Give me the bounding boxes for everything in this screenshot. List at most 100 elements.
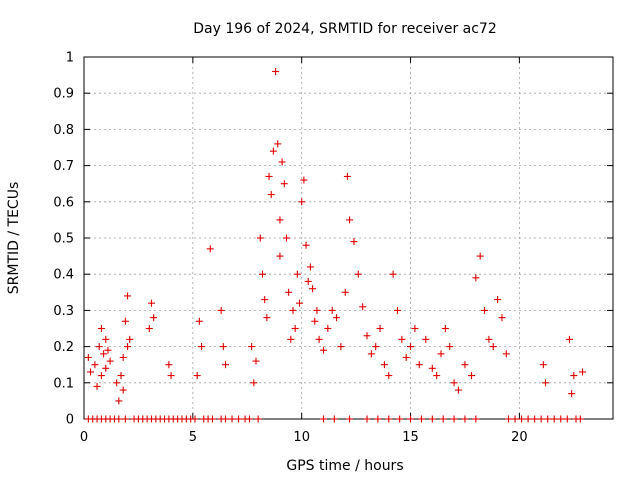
data-point (380, 361, 388, 369)
data-point (505, 415, 513, 423)
data-point (502, 350, 510, 358)
data-point (415, 361, 423, 369)
data-point (193, 372, 201, 380)
data-point (298, 198, 306, 206)
data-point (119, 353, 127, 361)
data-point (422, 335, 430, 343)
data-point (461, 415, 469, 423)
data-point (276, 252, 284, 260)
data-point (119, 386, 127, 394)
data-point (337, 343, 345, 351)
data-point (518, 415, 526, 423)
x-tick-label: 0 (80, 430, 88, 445)
data-point (147, 299, 155, 307)
data-point (393, 306, 401, 314)
data-point (296, 299, 304, 307)
data-point (191, 415, 199, 423)
data-point (537, 415, 545, 423)
data-point (330, 415, 338, 423)
data-point (467, 372, 475, 380)
data-point (150, 314, 158, 322)
data-point (579, 368, 587, 376)
data-point (411, 325, 419, 332)
data-point (389, 270, 397, 278)
data-point (407, 343, 415, 351)
data-point (217, 306, 225, 314)
data-point (450, 379, 458, 387)
data-point (300, 176, 308, 184)
data-point (407, 415, 415, 423)
data-point (250, 379, 258, 387)
data-point (372, 343, 380, 351)
y-tick-label: 0.5 (53, 232, 74, 247)
data-point (346, 216, 354, 224)
data-point (263, 314, 271, 322)
data-point (287, 335, 295, 343)
data-point (476, 252, 484, 260)
data-point (195, 317, 203, 325)
y-tick-label: 1 (66, 51, 74, 66)
data-point (363, 415, 371, 423)
data-point (367, 350, 375, 358)
data-point (498, 314, 506, 322)
data-point (219, 343, 227, 351)
data-point (311, 317, 319, 325)
data-point (265, 172, 273, 180)
data-point (439, 415, 447, 423)
data-point (208, 415, 216, 423)
data-point (461, 361, 469, 369)
data-point (472, 415, 480, 423)
data-point (254, 415, 262, 423)
data-point (306, 263, 314, 271)
data-point (167, 372, 175, 380)
data-point (350, 238, 358, 246)
data-point (102, 335, 110, 343)
data-point (396, 415, 404, 423)
data-point (544, 415, 552, 423)
data-point (472, 274, 480, 282)
data-point (324, 325, 332, 332)
data-point (124, 343, 132, 351)
data-point (289, 306, 297, 314)
data-point (402, 353, 410, 361)
data-point (235, 415, 243, 423)
data-point (333, 314, 341, 322)
data-point (222, 415, 230, 423)
x-axis: 0 5 10 15 20 (80, 57, 528, 445)
data-point (222, 361, 230, 369)
data-point (276, 216, 284, 224)
data-point (433, 372, 441, 380)
data-point (121, 415, 129, 423)
data-point (374, 415, 382, 423)
y-tick-label: 0.3 (53, 304, 74, 319)
data-point (359, 303, 367, 311)
data-point (481, 306, 489, 314)
x-tick-label: 5 (189, 430, 197, 445)
data-point (87, 368, 95, 376)
data-point (274, 140, 282, 148)
data-point (261, 296, 269, 304)
data-point (97, 325, 105, 332)
y-tick-label: 0 (66, 413, 74, 428)
data-point (315, 335, 323, 343)
data-point (206, 245, 214, 253)
data-point (291, 325, 299, 332)
data-point (115, 397, 123, 405)
data-point (343, 172, 351, 180)
data-point (494, 296, 502, 304)
data-point (115, 415, 123, 423)
data-point (84, 353, 92, 361)
data-point (319, 415, 327, 423)
data-point (104, 346, 112, 354)
data-points (84, 67, 587, 423)
data-point (267, 191, 275, 199)
data-point (309, 285, 317, 293)
data-point (441, 325, 449, 332)
data-point (542, 379, 550, 387)
data-point (489, 343, 497, 351)
y-tick-label: 0.2 (53, 340, 74, 355)
data-point (454, 386, 462, 394)
data-point (313, 306, 321, 314)
data-point (259, 270, 267, 278)
